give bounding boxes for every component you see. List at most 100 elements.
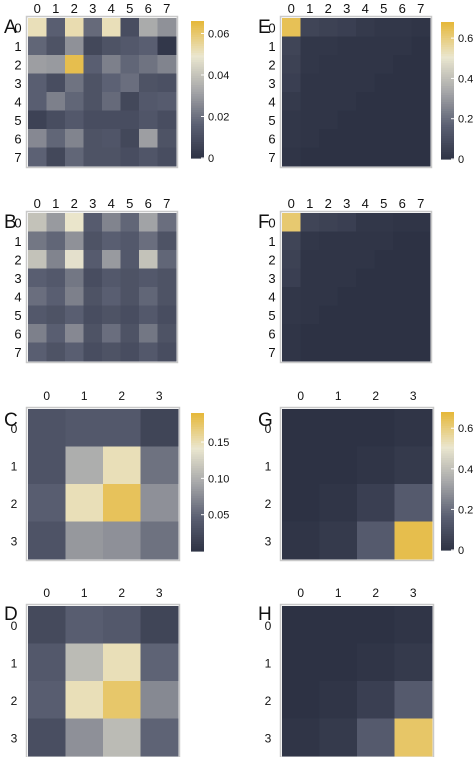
heatmap-frame [279, 15, 433, 169]
column-tick-label: 0 [288, 1, 295, 16]
heatmap-cell [46, 268, 66, 288]
column-tick-label: 1 [335, 389, 342, 403]
heatmap-cell [139, 324, 158, 343]
heatmap-cell [28, 110, 47, 130]
heatmap-cell [65, 231, 84, 251]
heatmap-cell [65, 73, 84, 93]
heatmap-frame [279, 406, 435, 562]
heatmap-cell [282, 718, 320, 757]
row-tick-label: 4 [14, 289, 21, 304]
heatmap-cell [140, 681, 179, 719]
column-tick-label: 5 [126, 1, 133, 16]
heatmap-cell [139, 250, 158, 269]
colorbar-tick-label: 0.05 [208, 510, 229, 522]
colorbar-segment [441, 97, 454, 101]
heatmap-cell [393, 213, 412, 232]
heatmap-cell [140, 446, 179, 485]
row-tick-label: 2 [11, 497, 18, 511]
colorbar-segment [191, 436, 204, 439]
colorbar-segment [441, 67, 454, 71]
heatmap-cell [139, 287, 158, 306]
colorbar-segment [441, 33, 454, 37]
row-tick-label: 1 [265, 459, 272, 473]
heatmap-cell [356, 110, 375, 130]
heatmap-cell [83, 231, 103, 251]
heatmap-cell [65, 250, 84, 269]
heatmap-cell [357, 606, 395, 644]
row-tick-label: 5 [14, 308, 21, 323]
row-tick-label: 2 [265, 497, 272, 511]
colorbar-segment [191, 541, 204, 545]
heatmap-cell [282, 521, 320, 560]
colorbar-segment [441, 37, 454, 41]
colorbar-segment [191, 96, 204, 100]
colorbar-segment [441, 444, 454, 448]
colorbar-segment [191, 534, 204, 538]
colorbar-segment [191, 530, 204, 534]
colorbar-segment [191, 144, 204, 148]
heatmap-cell [157, 287, 177, 306]
colorbar-segment [191, 537, 204, 541]
heatmap-cell [319, 446, 358, 485]
colorbar-segment [441, 31, 454, 35]
colorbar-segment [441, 540, 454, 544]
heatmap-cell [28, 643, 66, 682]
column-tick-label: 0 [288, 196, 295, 211]
heatmap-cell [28, 521, 66, 560]
heatmap-cell [46, 110, 66, 130]
colorbar-segment [441, 536, 454, 540]
heatmap-cell [28, 231, 47, 251]
heatmap-cell [393, 36, 412, 56]
colorbar-segment [441, 414, 454, 418]
colorbar-segment [191, 36, 204, 40]
column-tick-label: 7 [417, 1, 424, 16]
colorbar-segment [441, 28, 454, 32]
colorbar-segment [191, 445, 204, 449]
heatmap-cell [139, 110, 158, 130]
heatmap-cell [393, 287, 412, 306]
heatmap-cell [28, 268, 47, 288]
colorbar-segment [191, 52, 204, 56]
row-tick-label: 1 [265, 656, 272, 670]
colorbar-tick-label: 0.06 [208, 28, 229, 40]
colorbar-tick-label: 0.2 [458, 114, 473, 126]
colorbar-segment [191, 91, 204, 95]
heatmap-cell [319, 409, 358, 447]
colorbar-segment [191, 486, 204, 490]
column-tick-label: 7 [417, 196, 424, 211]
heatmap-cell [411, 147, 431, 167]
heatmap-cell [319, 36, 338, 56]
colorbar-segment [191, 482, 204, 485]
column-tick-label: 3 [410, 389, 417, 403]
heatmap-cell [393, 73, 412, 93]
heatmap-cell [282, 147, 301, 167]
colorbar-segment [191, 66, 204, 70]
heatmap-cell [46, 92, 66, 111]
row-tick-label: 3 [265, 534, 272, 548]
colorbar-segment [441, 49, 454, 53]
colorbar-segment [441, 421, 454, 425]
heatmap-cell [102, 268, 121, 288]
colorbar-segment [191, 424, 204, 428]
heatmap-cell [319, 643, 358, 682]
heatmap-cell [46, 55, 66, 74]
colorbar-segment [441, 111, 454, 114]
colorbar-segment [191, 525, 204, 529]
colorbar-segment [191, 121, 204, 125]
heatmap-cell [411, 129, 431, 148]
heatmap-cell [28, 681, 66, 719]
colorbar-segment [191, 112, 204, 116]
colorbar-segment [191, 55, 204, 59]
heatmap-cell [83, 18, 103, 37]
heatmap-cell [319, 606, 358, 644]
colorbar-segment [191, 39, 204, 43]
heatmap-cell [337, 147, 357, 167]
heatmap-cell [374, 268, 394, 288]
colorbar-tick-label: 0.2 [458, 504, 473, 516]
colorbar-segment [191, 25, 204, 29]
heatmap-cell [357, 681, 395, 719]
row-tick-label: 3 [268, 76, 275, 91]
heatmap-cell [65, 342, 84, 362]
colorbar-segment [191, 546, 204, 550]
